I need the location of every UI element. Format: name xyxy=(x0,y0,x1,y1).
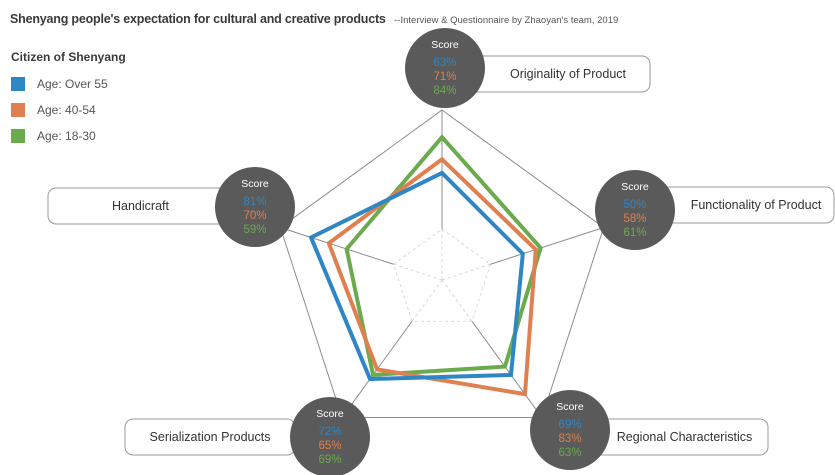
score-value-handicraft-age-18-30: 59% xyxy=(243,224,266,236)
radar-inner-spoke-serialization-products xyxy=(411,279,443,322)
score-value-originality-of-product-age-18-30: 84% xyxy=(433,85,456,97)
radar-inner-spoke-functionality-of-product xyxy=(441,263,491,281)
score-title-serialization-products: Score xyxy=(316,408,344,420)
score-value-serialization-products-age-over-55: 72% xyxy=(318,426,341,438)
chart-title: Shenyang people's expectation for cultur… xyxy=(10,12,386,26)
score-value-regional-characteristics-age-18-30: 63% xyxy=(558,447,581,459)
score-circle-handicraft xyxy=(215,167,295,247)
series-age-18-30 xyxy=(344,134,543,378)
legend-label-18-30: Age: 18-30 xyxy=(37,129,96,143)
radar-spoke-handicraft xyxy=(280,226,394,265)
score-value-regional-characteristics-age-40-54: 83% xyxy=(558,433,581,445)
score-circle-serialization-products xyxy=(290,397,370,475)
score-value-originality-of-product-age-40-54: 71% xyxy=(433,71,456,83)
score-value-serialization-products-age-40-54: 65% xyxy=(318,440,341,452)
score-value-functionality-of-product-age-over-55: 50% xyxy=(623,199,646,211)
category-handicraft: Handicraft Score 81% 70% 59% xyxy=(47,167,295,247)
radar-spoke-functionality-of-product xyxy=(490,226,604,265)
category-labels: Originality of Product Score 63% 71% 84% Func… xyxy=(47,28,835,475)
series-age-over-55 xyxy=(308,170,525,382)
chart-subtitle: --Interview & Questionnaire by Zhaoyan's… xyxy=(394,15,619,26)
chart-title-bar: Shenyang people's expectation for cultur… xyxy=(10,10,618,28)
legend-item-40-54: Age: 40-54 xyxy=(11,97,126,123)
category-label-serialization-products: Serialization Products xyxy=(150,430,271,444)
category-label-handicraft: Handicraft xyxy=(112,199,169,213)
legend-swatch-18-30 xyxy=(11,129,25,143)
score-title-regional-characteristics: Score xyxy=(556,401,584,413)
legend: Citizen of Shenyang Age: Over 55 Age: 40… xyxy=(11,50,126,149)
radar-inner-spoke-regional-characteristics xyxy=(441,279,473,322)
score-value-functionality-of-product-age-18-30: 61% xyxy=(623,227,646,239)
category-regional-characteristics: Regional Characteristics Score 69% 83% 63% xyxy=(530,390,769,470)
category-functionality-of-product: Functionality of Product Score 50% 58% 61% xyxy=(595,170,835,250)
radar-inner-ring xyxy=(393,228,491,322)
legend-label-40-54: Age: 40-54 xyxy=(37,103,96,117)
radar-inner-spoke-handicraft xyxy=(393,263,443,281)
score-value-functionality-of-product-age-40-54: 58% xyxy=(623,213,646,225)
score-title-originality-of-product: Score xyxy=(431,39,459,51)
score-value-serialization-products-age-18-30: 69% xyxy=(318,454,341,466)
score-value-handicraft-age-over-55: 81% xyxy=(243,196,266,208)
radar-outer-ring xyxy=(279,109,605,419)
radar-series xyxy=(308,134,543,397)
score-circle-originality-of-product xyxy=(405,28,485,108)
series-age-40-54 xyxy=(326,156,538,397)
score-circle-regional-characteristics xyxy=(530,390,610,470)
score-value-originality-of-product-age-over-55: 63% xyxy=(433,57,456,69)
radar-spoke-regional-characteristics xyxy=(471,320,543,418)
legend-title: Citizen of Shenyang xyxy=(11,50,126,64)
legend-label-over-55: Age: Over 55 xyxy=(37,77,108,91)
score-title-functionality-of-product: Score xyxy=(621,181,649,193)
category-originality-of-product: Originality of Product Score 63% 71% 84% xyxy=(405,28,651,108)
score-value-regional-characteristics-age-over-55: 69% xyxy=(558,419,581,431)
score-value-handicraft-age-40-54: 70% xyxy=(243,210,266,222)
category-serialization-products: Serialization Products Score 72% 65% 69% xyxy=(124,397,370,475)
category-label-originality-of-product: Originality of Product xyxy=(510,67,627,81)
category-label-regional-characteristics: Regional Characteristics xyxy=(617,430,752,444)
score-title-handicraft: Score xyxy=(241,178,269,190)
legend-item-over-55: Age: Over 55 xyxy=(11,71,126,97)
score-circle-functionality-of-product xyxy=(595,170,675,250)
category-label-functionality-of-product: Functionality of Product xyxy=(691,198,822,212)
legend-swatch-over-55 xyxy=(11,77,25,91)
legend-item-18-30: Age: 18-30 xyxy=(11,123,126,149)
legend-swatch-40-54 xyxy=(11,103,25,117)
